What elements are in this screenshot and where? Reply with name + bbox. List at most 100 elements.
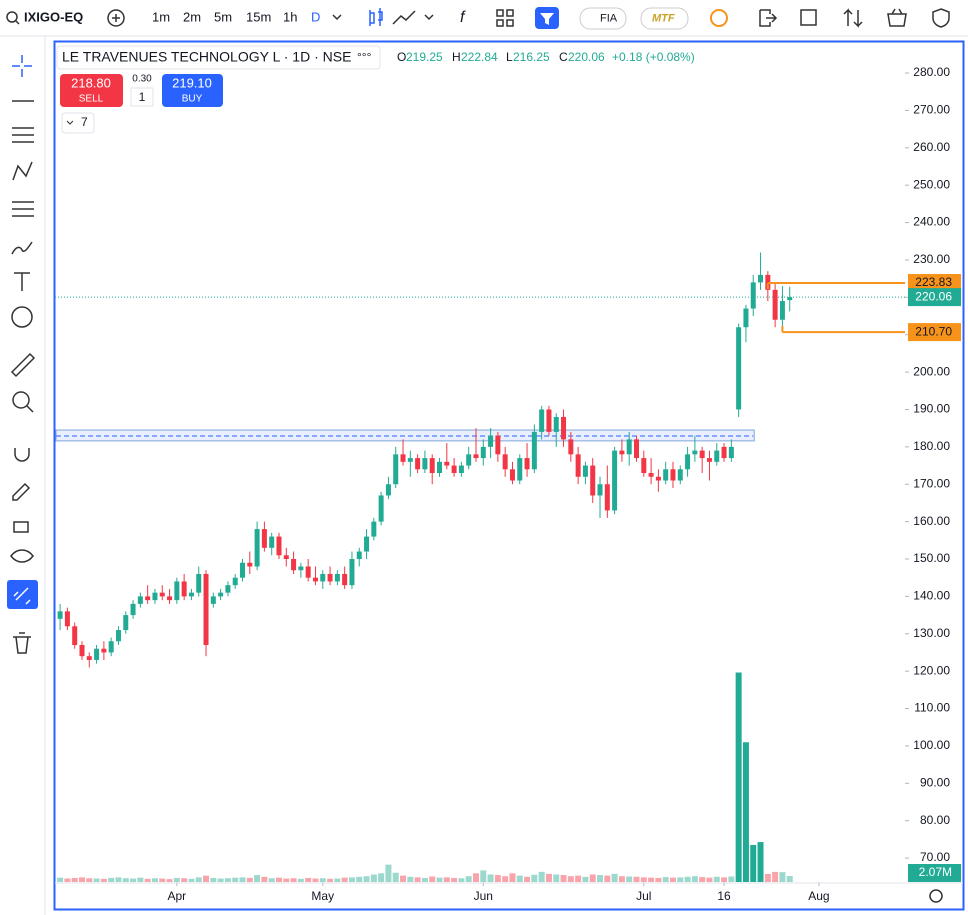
delete-tool[interactable] bbox=[13, 632, 31, 654]
volume-bar bbox=[327, 878, 334, 882]
volume-bar bbox=[385, 864, 392, 882]
volume-bar bbox=[742, 742, 749, 882]
y-tick-label: 260.00 bbox=[913, 140, 950, 154]
sort-icon[interactable] bbox=[843, 8, 863, 28]
volume-bar bbox=[173, 877, 180, 882]
volume-bar bbox=[684, 876, 691, 882]
volume-bar bbox=[436, 877, 443, 882]
buy-button[interactable] bbox=[162, 74, 223, 107]
lock-tool[interactable] bbox=[13, 521, 29, 533]
price-label-bg bbox=[908, 323, 961, 342]
visibility-tool[interactable] bbox=[10, 549, 34, 563]
volume-bar bbox=[261, 876, 268, 882]
volume-bar bbox=[268, 878, 275, 882]
crosshair-tool[interactable] bbox=[12, 55, 32, 77]
candle-body bbox=[509, 469, 515, 481]
volume-bar bbox=[57, 877, 64, 882]
interval[interactable]: 1h bbox=[283, 9, 297, 24]
sell-button[interactable] bbox=[60, 74, 123, 107]
sell-label: SELL bbox=[79, 94, 104, 105]
legend-box bbox=[56, 45, 381, 70]
dropdown[interactable] bbox=[332, 14, 342, 21]
volume-bar bbox=[378, 873, 385, 882]
price-label: 210.70 bbox=[915, 324, 952, 338]
interval-active[interactable]: D bbox=[311, 9, 320, 24]
emoji-tool[interactable] bbox=[11, 306, 33, 328]
x-tick-label: 16 bbox=[717, 889, 731, 903]
ohlc-letter: O bbox=[397, 50, 406, 64]
volume-bar bbox=[597, 875, 604, 882]
shield-icon[interactable] bbox=[932, 8, 950, 28]
ohlc-value: 219.25 bbox=[406, 50, 443, 64]
interval[interactable]: 5m bbox=[214, 9, 232, 24]
candle-body bbox=[444, 461, 450, 466]
volume-bar bbox=[786, 876, 793, 882]
candles-icon[interactable] bbox=[369, 8, 383, 26]
candle-body bbox=[79, 644, 85, 657]
quantity-input[interactable] bbox=[130, 87, 154, 107]
brush-tool[interactable] bbox=[11, 241, 33, 255]
pattern-tool[interactable] bbox=[12, 161, 33, 181]
volume-bar bbox=[421, 877, 428, 882]
search-icon[interactable] bbox=[6, 11, 18, 23]
prediction-tool[interactable] bbox=[12, 201, 34, 217]
candle-body bbox=[210, 596, 216, 604]
candle-body bbox=[218, 592, 224, 597]
add-symbol[interactable] bbox=[107, 9, 125, 27]
candle-body bbox=[677, 469, 683, 481]
volume-bar bbox=[363, 876, 370, 882]
candle-body bbox=[743, 308, 749, 328]
y-tick-label: 150.00 bbox=[913, 551, 950, 565]
candle-body bbox=[86, 656, 92, 660]
s-icon[interactable] bbox=[800, 9, 817, 26]
volume-bar bbox=[64, 878, 71, 882]
candle-body bbox=[772, 289, 778, 320]
volume-bar bbox=[137, 877, 144, 882]
candle-body bbox=[561, 416, 567, 440]
volume-bar bbox=[567, 876, 574, 882]
coin-icon[interactable] bbox=[710, 9, 728, 27]
candle-body bbox=[714, 450, 720, 462]
candle-body bbox=[473, 454, 479, 459]
candle-body bbox=[203, 573, 209, 645]
basket-icon[interactable] bbox=[887, 8, 907, 27]
volume-bar bbox=[86, 878, 93, 882]
candle-body bbox=[415, 458, 421, 470]
candle-body bbox=[320, 573, 326, 582]
x-tick-label: Apr bbox=[168, 889, 187, 903]
exit-icon[interactable] bbox=[759, 9, 778, 27]
interval[interactable]: 15m bbox=[246, 9, 271, 24]
fib-tool[interactable] bbox=[12, 127, 34, 143]
volume-bar bbox=[640, 877, 647, 882]
text-tool[interactable] bbox=[14, 272, 30, 291]
layout-icon[interactable] bbox=[496, 9, 514, 27]
candle-body bbox=[619, 450, 625, 455]
volume-bar bbox=[71, 877, 78, 882]
line-icon[interactable] bbox=[392, 10, 416, 25]
volume-bar bbox=[246, 877, 253, 882]
candle-body bbox=[634, 439, 640, 459]
magnet-tool[interactable] bbox=[14, 448, 30, 462]
interval[interactable]: 2m bbox=[183, 9, 201, 24]
volume-bar bbox=[633, 876, 640, 882]
volume-bar bbox=[750, 844, 757, 882]
y-tick-label: 110.00 bbox=[914, 701, 950, 715]
mtf-button[interactable] bbox=[640, 7, 689, 30]
x-tick-label: Jun bbox=[474, 889, 493, 903]
lock-drawing-tool[interactable] bbox=[12, 482, 31, 501]
indicators-toggle[interactable] bbox=[61, 112, 95, 134]
legend-menu[interactable]: °°° bbox=[357, 50, 372, 64]
volume-bar bbox=[575, 875, 582, 882]
candle-body bbox=[232, 577, 238, 586]
settings-icon[interactable] bbox=[929, 889, 943, 903]
fx-icon[interactable]: f bbox=[460, 9, 466, 26]
zoom-tool[interactable] bbox=[12, 391, 30, 409]
fia-button[interactable] bbox=[579, 7, 627, 30]
volume-bar bbox=[662, 877, 669, 882]
ruler-tool[interactable] bbox=[10, 352, 36, 378]
volume-bar bbox=[100, 878, 107, 882]
interval[interactable]: 1m bbox=[152, 9, 170, 24]
symbol[interactable]: IXIGO-EQ bbox=[24, 9, 83, 24]
volume-bar bbox=[144, 878, 151, 882]
